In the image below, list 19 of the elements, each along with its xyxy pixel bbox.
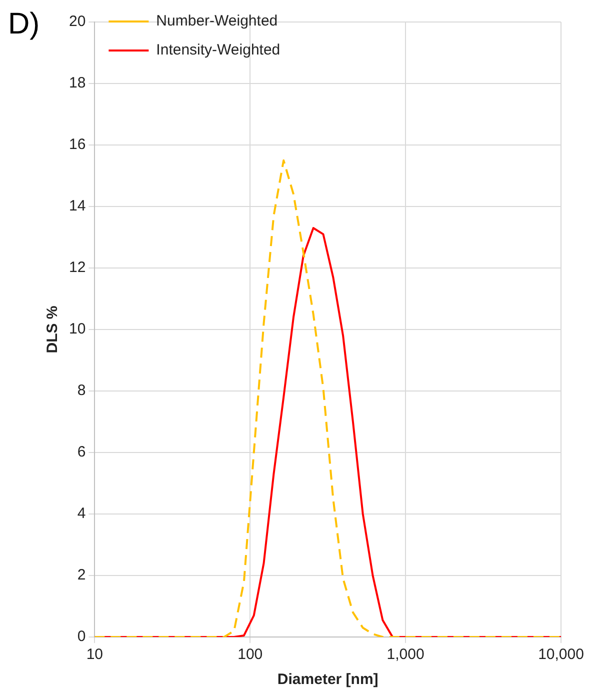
y-tick-label: 0: [77, 628, 86, 646]
y-tick-label: 10: [68, 320, 86, 338]
chart-title: D): [8, 7, 40, 40]
y-tick-label: 20: [68, 13, 86, 30]
y-tick-label: 6: [77, 444, 86, 461]
y-tick-label: 12: [68, 259, 86, 276]
x-tick-label: 100: [238, 646, 263, 664]
y-tick-label: 16: [68, 136, 86, 154]
legend-label: Number-Weighted: [156, 12, 278, 30]
y-tick-label: 14: [68, 198, 86, 215]
legend-label: Intensity-Weighted: [156, 42, 280, 59]
x-axis-title: Diameter [nm]: [277, 671, 378, 688]
x-tick-label: 1,000: [386, 646, 424, 664]
y-tick-label: 2: [77, 566, 86, 584]
y-axis-title: DLS %: [44, 306, 62, 354]
y-tick-label: 4: [77, 505, 86, 522]
x-tick-label: 10,000: [538, 646, 584, 664]
y-tick-label: 8: [77, 382, 86, 400]
y-tick-label: 18: [68, 74, 86, 92]
